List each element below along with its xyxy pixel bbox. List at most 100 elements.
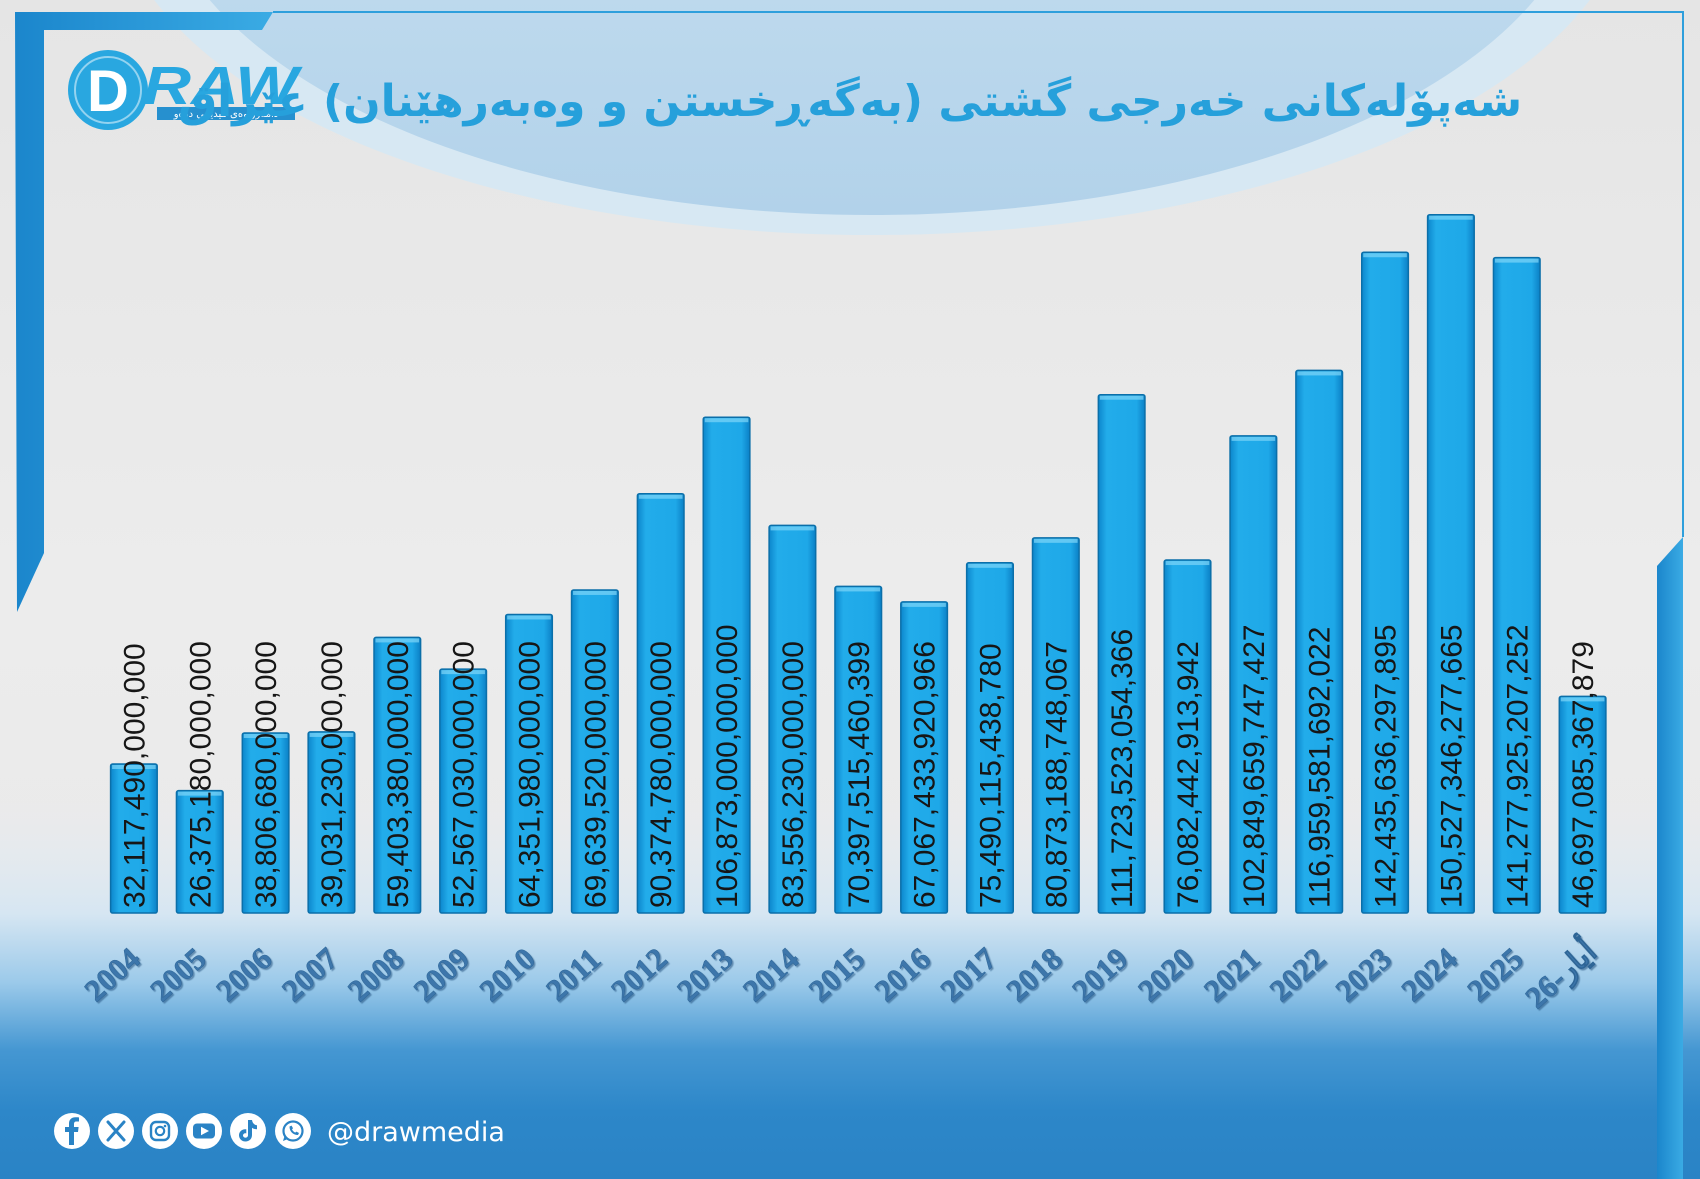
data-label: 46,697,085,367,879 bbox=[1567, 641, 1600, 908]
bar bbox=[109, 763, 158, 914]
bar bbox=[702, 416, 751, 914]
instagram-icon bbox=[142, 1113, 178, 1149]
frame-right-strip bbox=[1657, 537, 1683, 1179]
data-label: 90,374,780,000,000 bbox=[645, 641, 678, 908]
bar bbox=[439, 668, 488, 914]
x-icon bbox=[98, 1113, 134, 1149]
frame-line bbox=[273, 11, 1684, 537]
bar-highlight bbox=[968, 563, 1012, 568]
instagram-icon-lens bbox=[154, 1125, 166, 1137]
bar bbox=[570, 589, 619, 914]
bar-highlight bbox=[1494, 258, 1539, 263]
youtube-icon bbox=[186, 1113, 222, 1149]
bar-highlight bbox=[243, 733, 288, 738]
bar-highlight bbox=[638, 494, 683, 499]
bar bbox=[1426, 213, 1475, 914]
logo-mark: D bbox=[87, 59, 129, 124]
data-label: 116,959,581,692,022 bbox=[1304, 627, 1337, 908]
data-label: 32,117,490,000,000 bbox=[118, 643, 151, 908]
bar bbox=[504, 613, 554, 914]
bar-highlight bbox=[1165, 561, 1210, 566]
bar-highlight bbox=[902, 602, 946, 607]
bar bbox=[1031, 537, 1080, 914]
instagram-icon-frame bbox=[149, 1120, 171, 1142]
bar bbox=[1097, 393, 1146, 914]
whatsapp-icon-tail bbox=[283, 1135, 289, 1141]
tiktok-icon-glyph bbox=[239, 1120, 257, 1142]
bar-highlight bbox=[1297, 371, 1341, 376]
bar-highlight bbox=[836, 587, 881, 592]
bar bbox=[1361, 251, 1410, 914]
data-label: 111,723,523,054,366 bbox=[1106, 629, 1139, 908]
bar-highlight bbox=[573, 590, 617, 595]
data-labels: 32,117,490,000,000 26,375,180,000,000 38,8… bbox=[118, 624, 1600, 908]
data-label: 38,806,680,000,000 bbox=[250, 641, 283, 908]
tiktok-icon bbox=[230, 1113, 266, 1149]
bar-highlight bbox=[704, 418, 749, 423]
data-label: 80,873,188,748,067 bbox=[1040, 641, 1073, 908]
data-label: 64,351,980,000,000 bbox=[514, 641, 547, 908]
bar-highlight bbox=[1231, 436, 1276, 441]
data-label: 39,031,230,000,000 bbox=[316, 641, 349, 908]
logo-tagline: دامەزراوەی میدیایی درەو bbox=[173, 109, 279, 120]
logo-ring bbox=[74, 56, 142, 124]
draw-logo: D RAW دامەزراوەی میدیایی درەو bbox=[68, 50, 303, 130]
bar bbox=[175, 789, 224, 914]
chart-title: شەپۆلەکانی خەرجی گشتی (بەگەڕخستن و وەبەر… bbox=[178, 75, 1522, 127]
instagram-icon-bg bbox=[142, 1113, 178, 1149]
bar bbox=[307, 731, 356, 914]
bar-highlight bbox=[112, 765, 156, 770]
data-label: 142,435,636,297,895 bbox=[1370, 624, 1403, 908]
bar-highlight bbox=[1560, 697, 1605, 702]
bar bbox=[900, 601, 949, 914]
data-label: 70,397,515,460,399 bbox=[843, 641, 876, 908]
data-label: 106,873,000,000,000 bbox=[711, 624, 744, 908]
logo-circle bbox=[68, 50, 148, 130]
bar-highlight bbox=[1099, 395, 1144, 400]
whatsapp-icon-bubble bbox=[282, 1120, 304, 1142]
social-footer: @drawmedia bbox=[54, 1113, 505, 1149]
data-label: 102,849,659,747,427 bbox=[1238, 624, 1271, 908]
bar-highlight bbox=[1429, 215, 1473, 220]
bar-highlight bbox=[177, 791, 222, 796]
bar-highlight bbox=[441, 670, 485, 675]
bar-highlight bbox=[770, 526, 815, 531]
data-label: 141,277,925,207,252 bbox=[1501, 624, 1534, 908]
data-label: 75,490,115,438,780 bbox=[974, 643, 1007, 908]
bar bbox=[241, 732, 290, 914]
bar bbox=[965, 562, 1015, 914]
bar-highlight bbox=[1363, 253, 1407, 258]
bar-highlight bbox=[1034, 538, 1078, 543]
data-label: 26,375,180,000,000 bbox=[184, 641, 217, 908]
bar bbox=[1492, 256, 1541, 914]
instagram-icon-dot bbox=[163, 1124, 167, 1128]
frame-left-corner bbox=[15, 12, 273, 612]
logo-wordmark: RAW bbox=[143, 56, 303, 116]
bar bbox=[1295, 369, 1344, 914]
data-label: 83,556,230,000,000 bbox=[777, 641, 810, 908]
data-label: 52,567,030,000,000 bbox=[448, 641, 481, 908]
bar-highlight bbox=[309, 732, 354, 737]
facebook-icon-glyph bbox=[65, 1117, 79, 1145]
data-label: 67,067,433,920,966 bbox=[909, 641, 942, 908]
bar bbox=[373, 636, 422, 914]
logo-tagline-banner bbox=[157, 107, 295, 120]
data-label: 59,403,380,000,000 bbox=[382, 641, 415, 908]
whatsapp-icon-phone bbox=[289, 1125, 299, 1135]
facebook-icon bbox=[54, 1113, 90, 1149]
data-label: 76,082,442,913,942 bbox=[1172, 641, 1205, 908]
bar bbox=[1229, 435, 1278, 914]
data-label: 150,527,346,277,665 bbox=[1435, 624, 1468, 908]
bar bbox=[768, 524, 817, 914]
header-ellipse-inner bbox=[209, 0, 1535, 215]
x-icon-glyph bbox=[106, 1120, 126, 1142]
data-label: 69,639,520,000,000 bbox=[579, 641, 612, 908]
bar bbox=[834, 585, 883, 914]
bar bbox=[1163, 559, 1212, 914]
youtube-icon-play bbox=[201, 1126, 209, 1136]
bar-highlight bbox=[375, 638, 420, 643]
social-handle: @drawmedia bbox=[327, 1117, 505, 1148]
bar bbox=[636, 493, 685, 914]
whatsapp-icon bbox=[275, 1113, 311, 1149]
